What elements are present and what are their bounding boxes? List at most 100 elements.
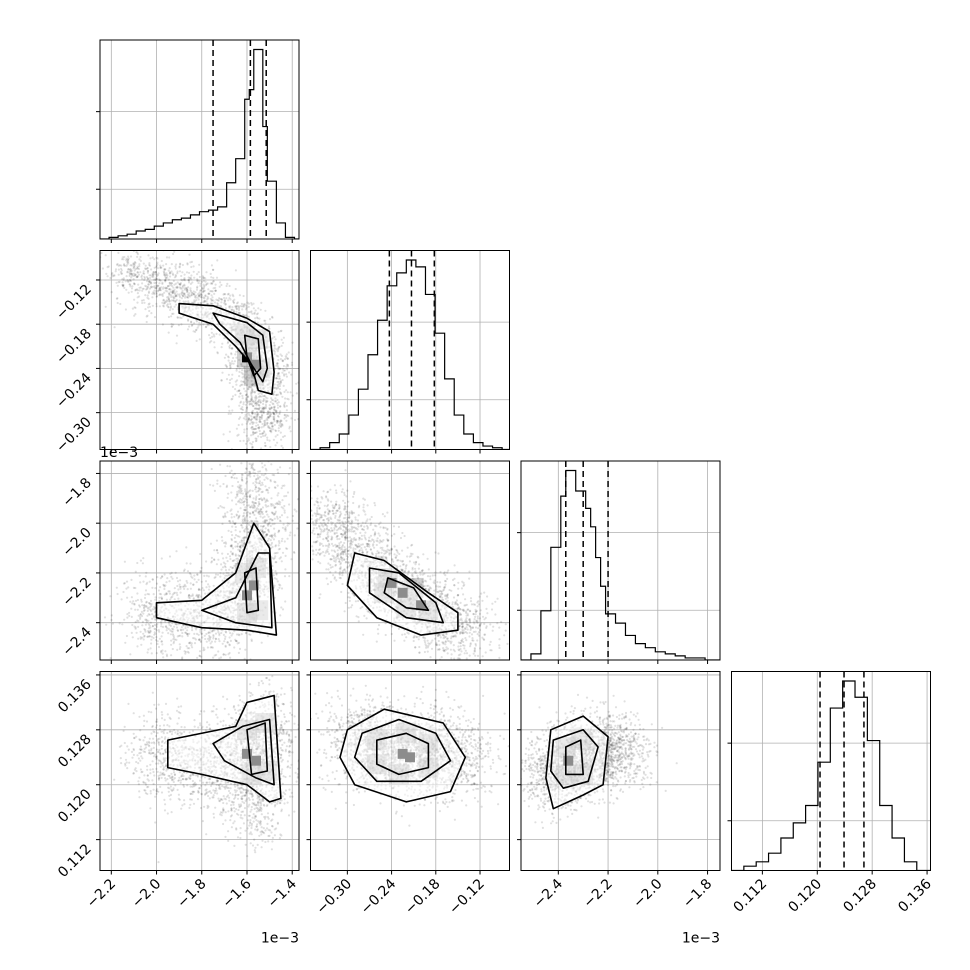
scatter-point xyxy=(175,342,178,345)
scatter-point xyxy=(271,425,274,428)
scatter-points xyxy=(100,250,299,453)
scatter-point xyxy=(195,632,199,636)
scatter-point xyxy=(247,531,250,534)
scatter-point xyxy=(261,407,264,411)
scatter-point xyxy=(228,409,231,412)
scatter-point xyxy=(248,495,251,498)
scatter-point xyxy=(254,394,257,398)
scatter-point xyxy=(265,533,268,536)
scatter-point xyxy=(136,267,139,270)
scatter-point xyxy=(131,285,134,288)
scatter-point xyxy=(139,613,142,616)
scatter-point xyxy=(155,582,159,585)
scatter-point xyxy=(271,511,274,514)
scatter-point xyxy=(262,402,265,406)
scatter-point xyxy=(350,555,353,558)
scatter-point xyxy=(196,286,199,289)
scatter-point xyxy=(286,357,289,360)
scatter-point xyxy=(191,593,194,596)
scatter-point xyxy=(248,470,251,473)
scatter-point xyxy=(341,582,344,586)
scatter-point xyxy=(464,630,467,634)
scatter-point xyxy=(227,340,230,344)
scatter-point xyxy=(203,297,206,300)
scatter-point xyxy=(250,519,253,523)
scatter-point xyxy=(180,274,183,278)
scatter-point xyxy=(162,304,165,307)
scatter-point xyxy=(174,293,177,296)
scatter-point xyxy=(273,552,276,555)
scatter-point xyxy=(244,371,247,374)
scatter-point xyxy=(277,401,280,404)
scatter-point xyxy=(129,600,132,603)
scatter-point xyxy=(125,288,128,291)
scatter-point xyxy=(236,390,239,393)
scatter-point xyxy=(267,327,270,330)
scatter-point xyxy=(240,544,243,547)
scatter-point xyxy=(247,504,250,507)
scatter-point xyxy=(384,633,387,637)
scatter-point xyxy=(234,393,237,396)
scatter-point xyxy=(279,393,283,396)
scatter-point xyxy=(247,305,250,308)
scatter-point xyxy=(136,275,139,279)
scatter-point xyxy=(155,290,158,293)
scatter-point xyxy=(276,468,279,471)
scatter-point xyxy=(159,266,162,269)
scatter-point xyxy=(226,465,229,468)
scatter-point xyxy=(243,530,246,533)
scatter-point xyxy=(244,413,247,416)
scatter-point xyxy=(231,499,234,502)
scatter-point xyxy=(178,293,181,296)
scatter-point xyxy=(466,608,469,611)
scatter-point xyxy=(153,286,157,289)
scatter-point xyxy=(426,575,430,578)
scatter-point xyxy=(140,274,143,277)
scatter-point xyxy=(136,275,139,278)
scatter-point xyxy=(172,323,175,326)
scatter-point xyxy=(155,302,158,305)
scatter-point xyxy=(198,638,201,641)
scatter-point xyxy=(168,590,171,593)
scatter-point xyxy=(194,329,198,332)
scatter-point xyxy=(242,503,245,506)
scatter-point xyxy=(283,390,286,393)
scatter-point xyxy=(184,585,187,588)
scatter-point xyxy=(145,276,148,279)
scatter-point xyxy=(285,353,288,356)
scatter-point xyxy=(227,492,230,495)
scatter-point xyxy=(218,657,221,660)
scatter-point xyxy=(272,504,275,507)
scatter-point xyxy=(276,433,279,437)
scatter-point xyxy=(270,463,273,466)
scatter-point xyxy=(235,540,238,544)
scatter-point xyxy=(148,631,151,634)
scatter-point xyxy=(154,282,157,285)
scatter-point xyxy=(255,451,257,453)
scatter-point xyxy=(241,408,245,411)
scatter-point xyxy=(147,297,150,300)
scatter-point xyxy=(267,425,270,428)
scatter-point xyxy=(230,377,233,380)
scatter-point xyxy=(217,631,220,634)
scatter-point xyxy=(228,305,231,308)
scatter-point xyxy=(265,534,268,537)
scatter-point xyxy=(176,593,179,597)
scatter-point xyxy=(206,298,209,301)
scatter-point xyxy=(283,450,285,452)
scatter-point xyxy=(382,555,385,558)
scatter-point xyxy=(226,641,229,644)
scatter-point xyxy=(286,357,289,360)
scatter-point xyxy=(122,258,125,261)
scatter-point xyxy=(276,421,279,424)
scatter-point xyxy=(267,410,270,413)
scatter-point xyxy=(273,350,276,353)
scatter-point xyxy=(188,325,191,328)
scatter-point xyxy=(279,367,282,370)
scatter-point xyxy=(186,588,189,591)
scatter-point xyxy=(153,605,156,609)
scatter-point xyxy=(136,271,139,274)
scatter-point xyxy=(283,509,286,512)
scatter-point xyxy=(167,269,170,272)
scatter-point xyxy=(238,541,241,544)
